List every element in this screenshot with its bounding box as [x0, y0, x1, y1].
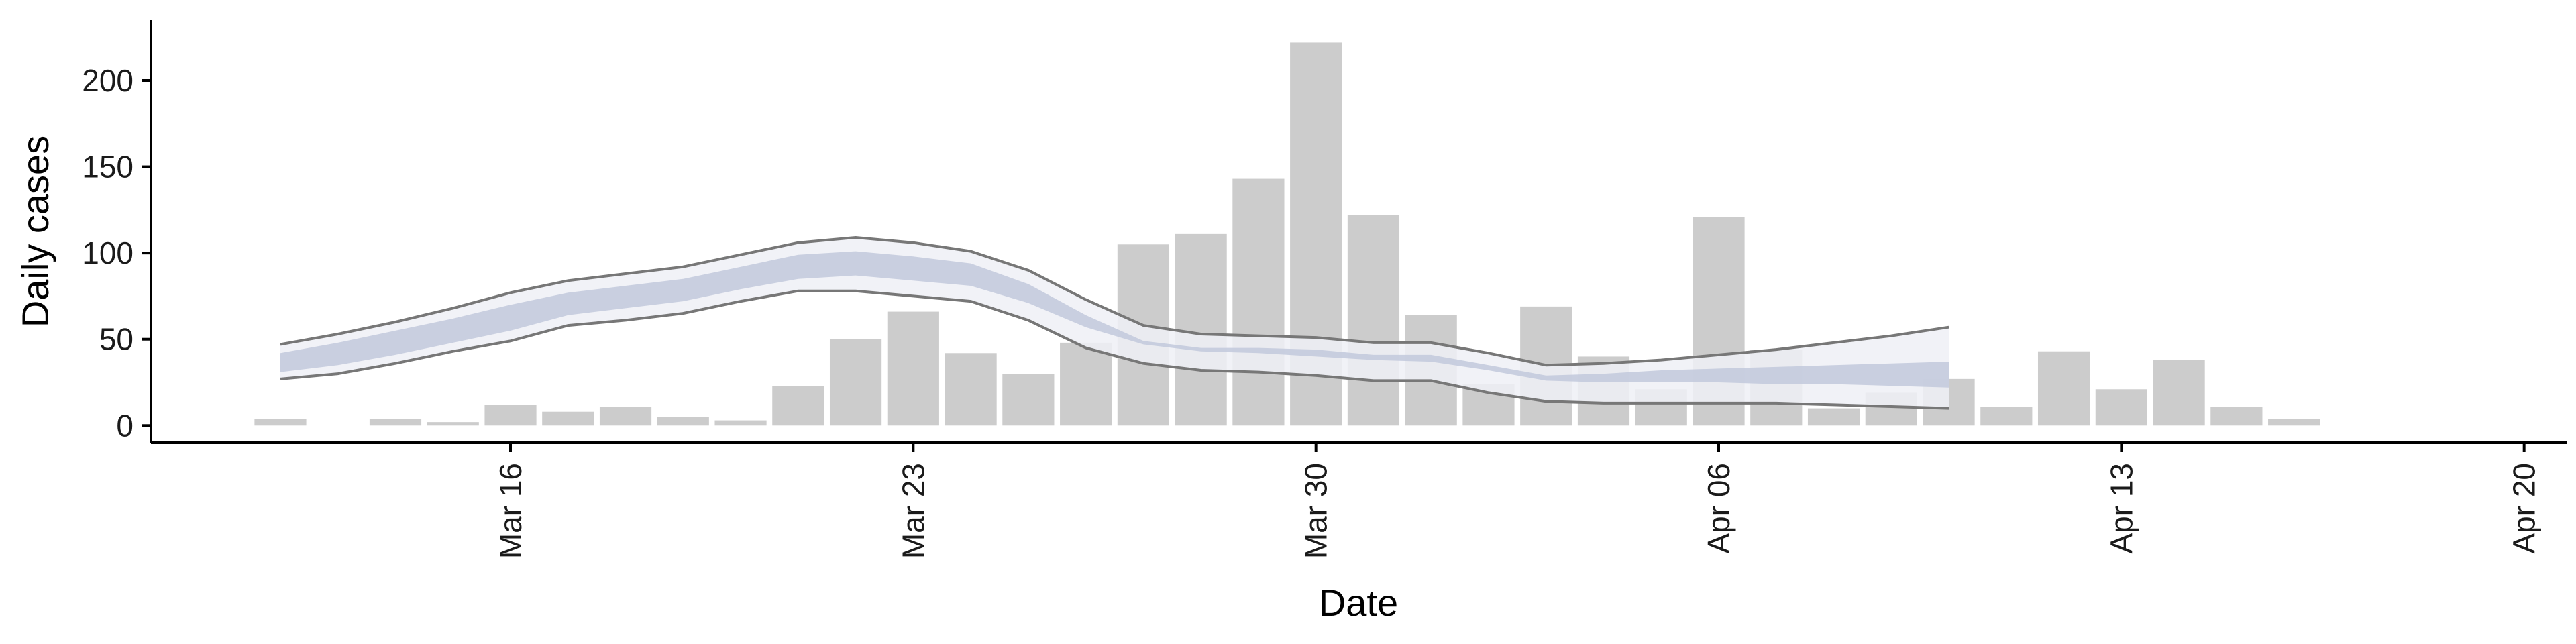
- x-tick-label: Apr 13: [2104, 463, 2139, 554]
- bar: [657, 417, 709, 426]
- bar: [1807, 408, 1860, 426]
- y-tick-label: 50: [99, 322, 133, 357]
- bar: [2037, 351, 2090, 426]
- bar: [1060, 342, 1112, 426]
- axes-layer: [150, 20, 2567, 444]
- y-axis-title: Daily cases: [14, 136, 56, 327]
- x-axis-title: Date: [1319, 582, 1398, 624]
- bar: [1980, 407, 2033, 426]
- bar: [829, 339, 882, 426]
- bar: [542, 411, 594, 426]
- y-tick-label: 0: [116, 408, 133, 443]
- bar: [887, 311, 939, 426]
- bars-layer: [254, 42, 2320, 426]
- y-tick-label: 200: [82, 63, 133, 98]
- ci90-lower-line: [280, 289, 1949, 410]
- bar: [484, 405, 537, 426]
- bar: [2210, 407, 2263, 426]
- y-tick-label: 100: [82, 235, 133, 270]
- bar: [2095, 389, 2147, 426]
- x-tick-label: Apr 20: [2507, 463, 2542, 554]
- x-tick-label: Apr 06: [1701, 463, 1736, 554]
- bar: [1002, 374, 1055, 426]
- bar: [2268, 419, 2320, 426]
- bar: [1232, 178, 1285, 426]
- bar: [772, 386, 824, 426]
- x-tick-label: Mar 16: [493, 463, 528, 559]
- bar: [2153, 360, 2205, 426]
- y-tick-label: 150: [82, 150, 133, 184]
- bar: [599, 407, 652, 426]
- bar: [369, 419, 422, 426]
- bar: [1175, 233, 1227, 426]
- bar: [1347, 215, 1400, 426]
- x-tick-label: Mar 30: [1299, 463, 1334, 559]
- x-tick-label: Mar 23: [896, 463, 930, 559]
- ci90-upper-line: [280, 235, 1949, 367]
- estimate-bands-layer: [280, 235, 1949, 410]
- ci50-band: [280, 251, 1949, 388]
- bar: [945, 353, 997, 426]
- y-ticks-layer: 0 50 100 150 200: [82, 63, 151, 443]
- x-ticks-layer: Mar 16 Mar 23 Mar 30 Apr 06 Apr 13 Apr 20: [493, 443, 2542, 559]
- bar: [714, 420, 767, 426]
- bar: [427, 422, 479, 426]
- bar: [254, 419, 307, 426]
